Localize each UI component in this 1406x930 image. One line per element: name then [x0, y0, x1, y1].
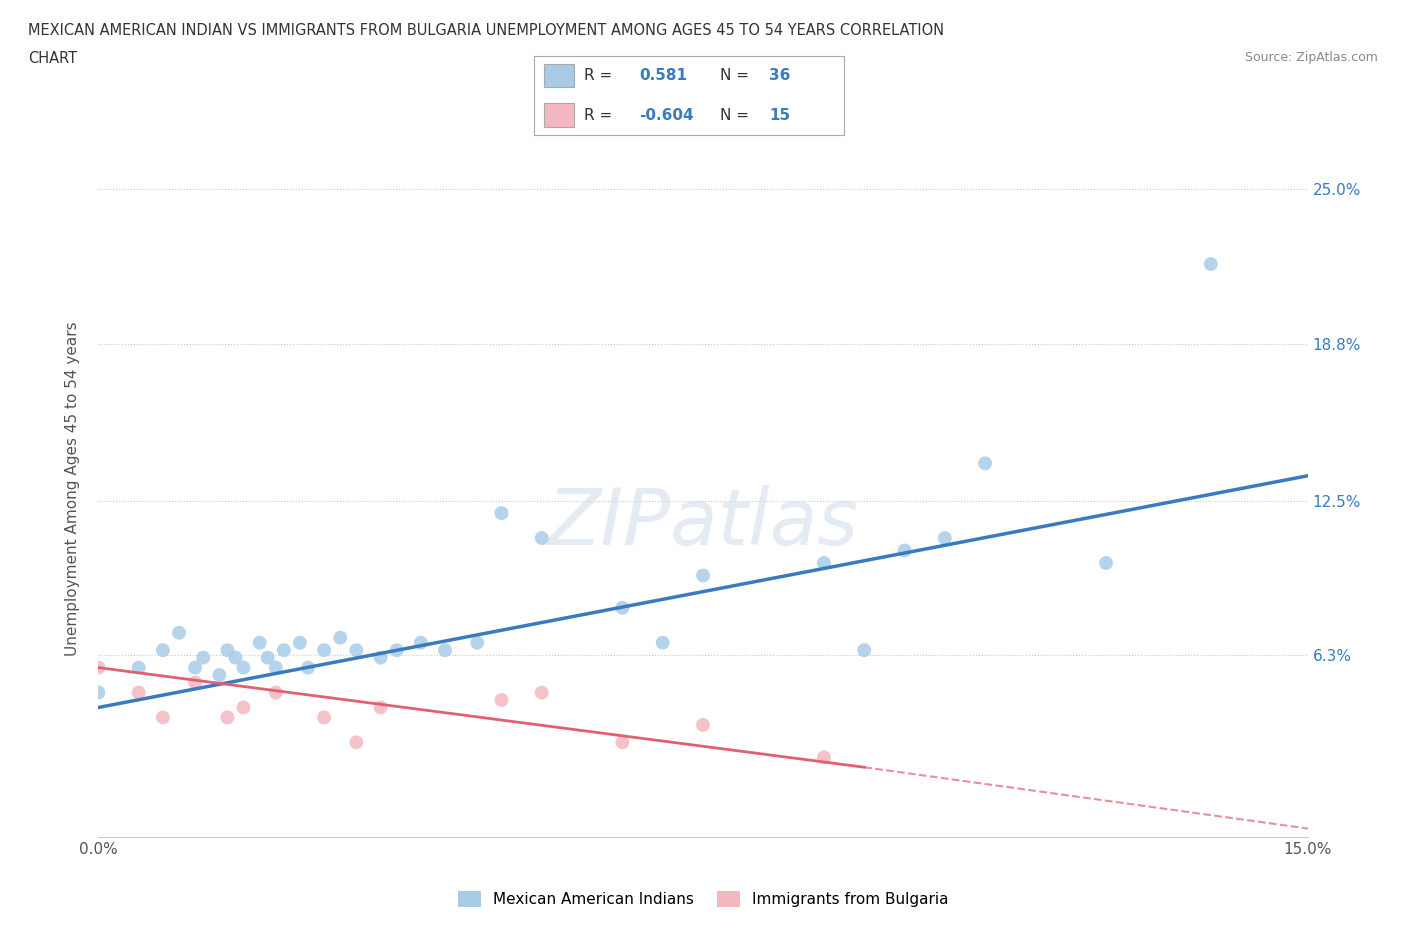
Text: N =: N =: [720, 108, 749, 123]
Point: [813, 555, 835, 570]
Point: [1199, 257, 1222, 272]
Text: 36: 36: [769, 68, 790, 83]
Point: [167, 625, 190, 640]
Point: [491, 506, 513, 521]
Point: [232, 700, 254, 715]
Point: [184, 675, 207, 690]
Point: [344, 735, 367, 750]
Point: [128, 660, 150, 675]
Text: 15: 15: [769, 108, 790, 123]
Point: [530, 531, 553, 546]
Text: R =: R =: [583, 68, 612, 83]
Point: [264, 660, 287, 675]
Point: [208, 668, 231, 683]
Point: [409, 635, 432, 650]
Point: [128, 685, 150, 700]
Point: [692, 717, 714, 732]
FancyBboxPatch shape: [544, 64, 575, 87]
Point: [264, 685, 287, 700]
Point: [612, 601, 634, 616]
Point: [651, 635, 673, 650]
Point: [612, 735, 634, 750]
Point: [491, 693, 513, 708]
Point: [288, 635, 311, 650]
Text: MEXICAN AMERICAN INDIAN VS IMMIGRANTS FROM BULGARIA UNEMPLOYMENT AMONG AGES 45 T: MEXICAN AMERICAN INDIAN VS IMMIGRANTS FR…: [28, 23, 945, 38]
Point: [465, 635, 488, 650]
Y-axis label: Unemployment Among Ages 45 to 54 years: Unemployment Among Ages 45 to 54 years: [65, 321, 80, 656]
Text: CHART: CHART: [28, 51, 77, 66]
Point: [217, 710, 239, 724]
Text: R =: R =: [583, 108, 612, 123]
Point: [934, 531, 956, 546]
Point: [273, 643, 295, 658]
Point: [297, 660, 319, 675]
Point: [344, 643, 367, 658]
Point: [87, 685, 110, 700]
Text: Source: ZipAtlas.com: Source: ZipAtlas.com: [1244, 51, 1378, 64]
Text: N =: N =: [720, 68, 749, 83]
Legend: Mexican American Indians, Immigrants from Bulgaria: Mexican American Indians, Immigrants fro…: [451, 884, 955, 913]
Point: [232, 660, 254, 675]
Point: [193, 650, 215, 665]
Point: [434, 643, 457, 658]
Text: -0.604: -0.604: [640, 108, 695, 123]
Point: [152, 710, 174, 724]
Point: [217, 643, 239, 658]
Point: [692, 568, 714, 583]
Point: [184, 660, 207, 675]
Text: 0.581: 0.581: [640, 68, 688, 83]
Point: [256, 650, 278, 665]
Point: [329, 631, 352, 645]
Point: [893, 543, 915, 558]
Text: ZIPatlas: ZIPatlas: [547, 485, 859, 561]
Point: [314, 643, 336, 658]
Point: [370, 700, 392, 715]
FancyBboxPatch shape: [544, 103, 575, 127]
Point: [974, 456, 997, 471]
Point: [370, 650, 392, 665]
Point: [249, 635, 271, 650]
Point: [530, 685, 553, 700]
Point: [152, 643, 174, 658]
Point: [224, 650, 246, 665]
Point: [314, 710, 336, 724]
Point: [1095, 555, 1118, 570]
Point: [813, 750, 835, 764]
Point: [87, 660, 110, 675]
Point: [853, 643, 876, 658]
Point: [385, 643, 408, 658]
